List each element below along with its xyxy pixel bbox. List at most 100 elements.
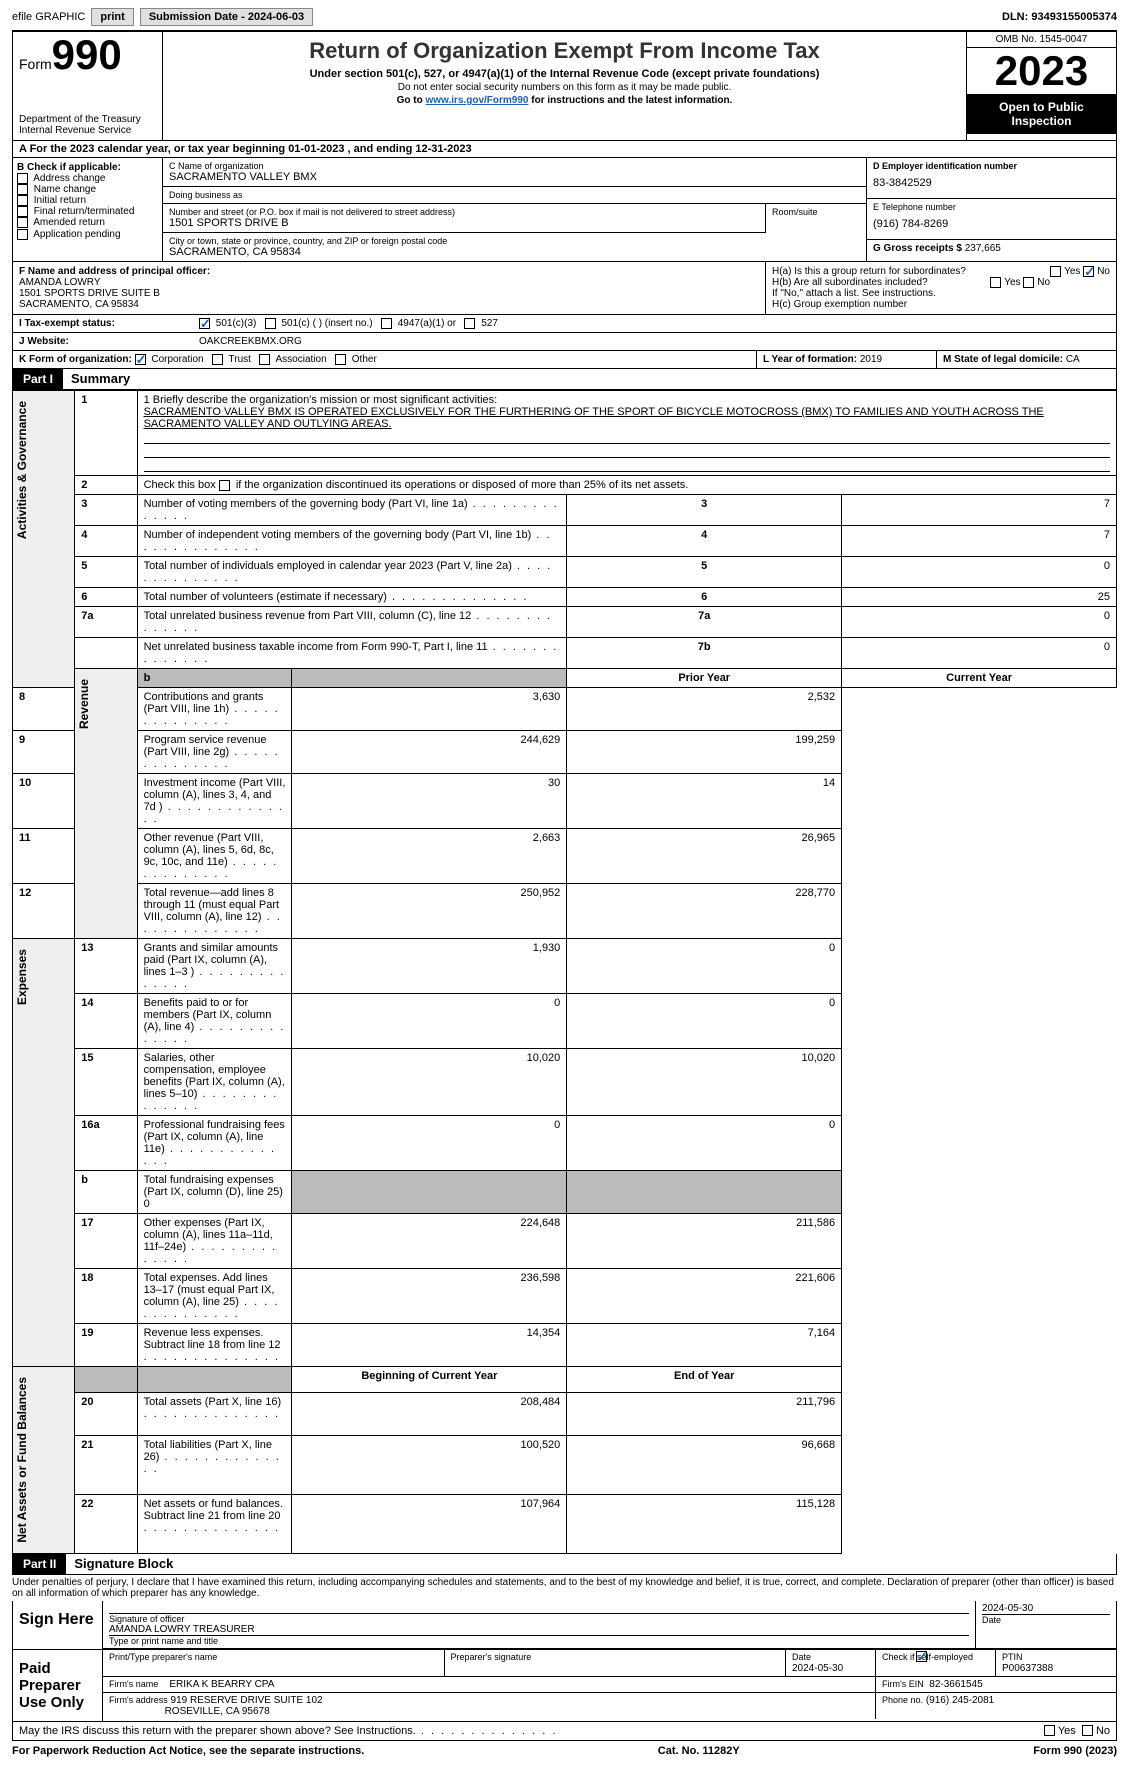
- side-netassets: Net Assets or Fund Balances: [13, 1367, 31, 1553]
- state-domicile: CA: [1066, 354, 1080, 365]
- officer-city: SACRAMENTO, CA 95834: [19, 299, 759, 310]
- tax-status-checkbox[interactable]: [464, 318, 475, 329]
- city-value: SACRAMENTO, CA 95834: [169, 246, 860, 258]
- dba-label: Doing business as: [169, 190, 860, 200]
- org-form-checkbox[interactable]: [335, 354, 346, 365]
- box-b-item: Final return/terminated: [17, 206, 158, 217]
- dept-label: Department of the Treasury Internal Reve…: [19, 114, 156, 136]
- box-b-item: Application pending: [17, 229, 158, 240]
- gross-label: G Gross receipts $: [873, 243, 962, 254]
- perjury-declaration: Under penalties of perjury, I declare th…: [12, 1575, 1117, 1601]
- box-b-item: Initial return: [17, 195, 158, 206]
- line-i: I Tax-exempt status: 501(c)(3) 501(c) ( …: [12, 315, 1117, 333]
- sig-date1: 2024-05-30: [982, 1603, 1110, 1614]
- dln-label: DLN: 93493155005374: [1002, 11, 1117, 23]
- tax-status-checkbox[interactable]: [381, 318, 392, 329]
- hb-yes-checkbox[interactable]: [990, 277, 1001, 288]
- ha-yes-checkbox[interactable]: [1050, 266, 1061, 277]
- firm-name: ERIKA K BEARRY CPA: [169, 1679, 274, 1690]
- discuss-no-checkbox[interactable]: [1082, 1725, 1093, 1736]
- sign-here-label: Sign Here: [13, 1601, 103, 1649]
- ein-label: D Employer identification number: [873, 161, 1110, 171]
- box-b-title: B Check if applicable:: [17, 162, 158, 173]
- signature-block: Sign Here Signature of officer AMANDA LO…: [12, 1601, 1117, 1722]
- box-b-item: Address change: [17, 173, 158, 184]
- org-form-checkbox[interactable]: [212, 354, 223, 365]
- footer-mid: Cat. No. 11282Y: [658, 1745, 740, 1757]
- box-b-checkbox[interactable]: [17, 206, 28, 217]
- print-button[interactable]: print: [91, 8, 133, 26]
- officer-label: F Name and address of principal officer:: [19, 266, 759, 277]
- ein-value: 83-3842529: [873, 171, 1110, 195]
- side-expenses: Expenses: [13, 939, 31, 1015]
- line-k: K Form of organization: Corporation Trus…: [12, 351, 1117, 369]
- form-header: Form990 Department of the Treasury Inter…: [12, 31, 1117, 141]
- box-b-checkbox[interactable]: [17, 229, 28, 240]
- firm-addr2: ROSEVILLE, CA 95678: [165, 1706, 270, 1717]
- hb-note: If "No," attach a list. See instructions…: [772, 288, 1110, 299]
- room-label: Room/suite: [772, 207, 860, 217]
- hb-no-checkbox[interactable]: [1023, 277, 1034, 288]
- officer-street: 1501 SPORTS DRIVE SUITE B: [19, 288, 759, 299]
- website-value: OAKCREEKBMX.ORG: [193, 333, 1116, 350]
- form-number: Form990: [19, 36, 156, 74]
- officer-signature: AMANDA LOWRY TREASURER: [109, 1624, 969, 1635]
- footer-right: Form 990 (2023): [1033, 1745, 1117, 1757]
- self-employed-checkbox[interactable]: [916, 1651, 927, 1662]
- line-a: A For the 2023 calendar year, or tax yea…: [12, 141, 1117, 158]
- year-formation: 2019: [860, 354, 882, 365]
- omb-number: OMB No. 1545-0047: [967, 32, 1116, 48]
- form-subtitle: Under section 501(c), 527, or 4947(a)(1)…: [169, 68, 960, 80]
- efile-label: efile GRAPHIC: [12, 11, 85, 23]
- tax-status-checkbox[interactable]: [265, 318, 276, 329]
- prep-phone: (916) 245-2081: [926, 1695, 994, 1706]
- footer-left: For Paperwork Reduction Act Notice, see …: [12, 1745, 364, 1757]
- side-activities: Activities & Governance: [13, 391, 31, 549]
- submission-date-button[interactable]: Submission Date - 2024-06-03: [140, 8, 313, 26]
- type-name-label: Type or print name and title: [109, 1635, 969, 1646]
- entity-info-grid: B Check if applicable: Address change Na…: [12, 158, 1117, 262]
- firm-ein: 82-3661545: [929, 1679, 982, 1690]
- officer-name: AMANDA LOWRY: [19, 277, 759, 288]
- street-label: Number and street (or P.O. box if mail i…: [169, 207, 759, 217]
- hb-row: H(b) Are all subordinates included? Yes …: [772, 277, 1110, 288]
- phone-value: (916) 784-8269: [873, 212, 1110, 236]
- box-b-checkbox[interactable]: [17, 173, 28, 184]
- paid-preparer-label: Paid Preparer Use Only: [13, 1650, 103, 1721]
- part2-header: Part IISignature Block: [12, 1554, 1117, 1575]
- box-b-checkbox[interactable]: [17, 184, 28, 195]
- org-form-checkbox[interactable]: [135, 354, 146, 365]
- ha-no-checkbox[interactable]: [1083, 266, 1094, 277]
- open-public-badge: Open to Public Inspection: [967, 94, 1116, 134]
- firm-addr1: 919 RESERVE DRIVE SUITE 102: [171, 1695, 323, 1706]
- topbar: efile GRAPHIC print Submission Date - 20…: [12, 4, 1117, 31]
- q2-checkbox[interactable]: [219, 480, 230, 491]
- street-value: 1501 SPORTS DRIVE B: [169, 217, 759, 229]
- box-b-item: Amended return: [17, 217, 158, 228]
- prep-date: 2024-05-30: [792, 1663, 843, 1674]
- summary-table: Activities & Governance11 Briefly descri…: [12, 390, 1117, 1554]
- form-title: Return of Organization Exempt From Incom…: [169, 38, 960, 64]
- ha-row: H(a) Is this a group return for subordin…: [772, 266, 1110, 277]
- phone-label: E Telephone number: [873, 202, 1110, 212]
- irs-link[interactable]: www.irs.gov/Form990: [425, 95, 528, 106]
- name-label: C Name of organization: [169, 161, 860, 171]
- box-b-item: Name change: [17, 184, 158, 195]
- tax-year: 2023: [967, 48, 1116, 94]
- box-b-checkbox[interactable]: [17, 195, 28, 206]
- discuss-row: May the IRS discuss this return with the…: [12, 1722, 1117, 1741]
- box-b-checkbox[interactable]: [17, 217, 28, 228]
- discuss-yes-checkbox[interactable]: [1044, 1725, 1055, 1736]
- side-revenue: Revenue: [75, 669, 93, 739]
- city-label: City or town, state or province, country…: [169, 236, 860, 246]
- tax-status-checkbox[interactable]: [199, 318, 210, 329]
- ptin-value: P00637388: [1002, 1663, 1053, 1674]
- officer-row: F Name and address of principal officer:…: [12, 262, 1117, 315]
- org-form-checkbox[interactable]: [259, 354, 270, 365]
- page-footer: For Paperwork Reduction Act Notice, see …: [12, 1741, 1117, 1761]
- gross-value: 237,665: [965, 243, 1001, 254]
- hc-row: H(c) Group exemption number: [772, 299, 1110, 310]
- part1-header: Part ISummary: [12, 369, 1117, 390]
- org-name: SACRAMENTO VALLEY BMX: [169, 171, 860, 183]
- form-note2: Go to www.irs.gov/Form990 for instructio…: [169, 95, 960, 106]
